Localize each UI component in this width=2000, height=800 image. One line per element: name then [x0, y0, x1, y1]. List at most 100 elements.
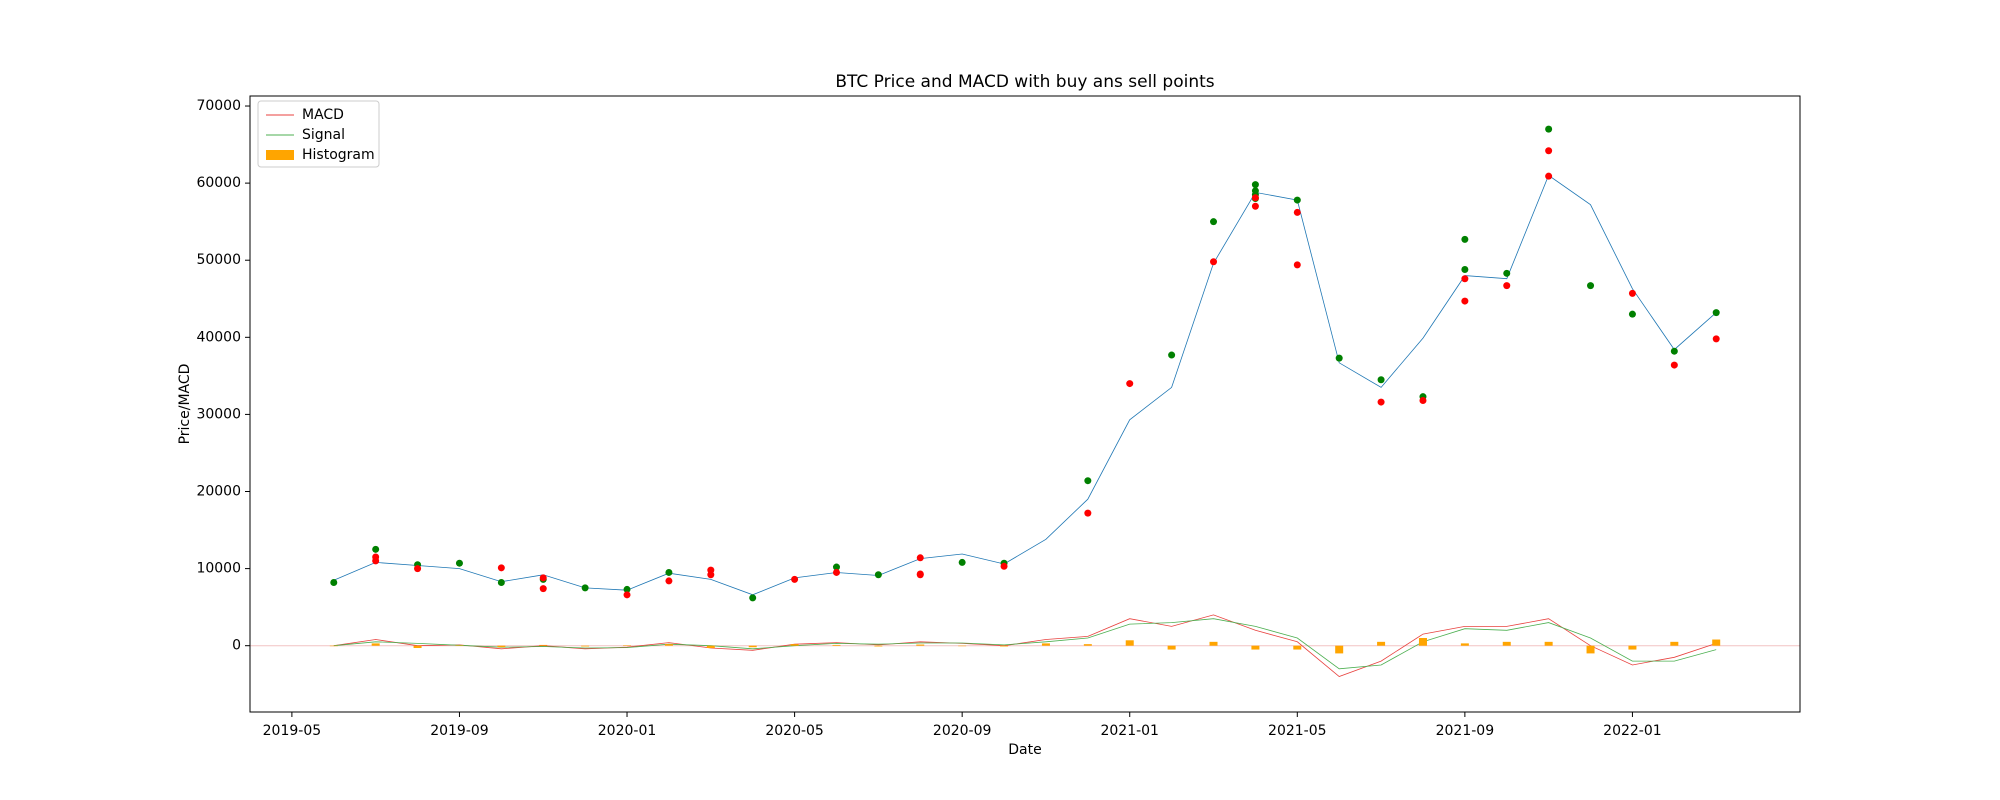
- buy-point: [581, 584, 589, 592]
- histogram-bar: [413, 645, 422, 649]
- buy-point: [1084, 477, 1092, 485]
- buy-point: [1670, 347, 1678, 355]
- sell-point: [1377, 398, 1385, 406]
- sell-point: [916, 570, 924, 578]
- legend-label: MACD: [302, 107, 344, 123]
- histogram-bar: [497, 645, 506, 648]
- buy-point: [665, 568, 673, 576]
- y-tick-label: 50000: [196, 252, 241, 268]
- x-tick-label: 2019-09: [430, 723, 489, 739]
- buy-point: [623, 585, 631, 593]
- x-tick-label: 2020-05: [765, 723, 824, 739]
- x-tick-label: 2019-05: [263, 723, 322, 739]
- buy-point: [832, 563, 840, 571]
- y-tick-label: 40000: [196, 329, 241, 345]
- x-axis-label: Date: [1008, 742, 1041, 758]
- sell-point: [1000, 562, 1008, 570]
- histogram-bar: [329, 645, 338, 647]
- legend-label: Signal: [302, 127, 345, 143]
- y-tick-label: 10000: [196, 561, 241, 577]
- sell-point: [1461, 275, 1469, 283]
- x-tick-label: 2022-01: [1603, 723, 1662, 739]
- histogram-bar: [958, 645, 967, 647]
- sell-point: [1545, 172, 1553, 180]
- buy-point: [1461, 235, 1469, 243]
- histogram-bar: [455, 645, 464, 646]
- buy-point: [330, 578, 338, 586]
- x-tick-label: 2021-01: [1100, 723, 1159, 739]
- sell-point: [1545, 147, 1553, 155]
- y-tick-label: 20000: [196, 484, 241, 500]
- sell-point: [1251, 202, 1259, 210]
- x-tick-label: 2020-09: [933, 723, 992, 739]
- x-tick-label: 2021-09: [1436, 723, 1495, 739]
- histogram-bar: [874, 645, 883, 647]
- histogram-bar: [1293, 645, 1302, 650]
- histogram-bar: [1502, 641, 1511, 646]
- histogram-bar: [1041, 643, 1050, 646]
- sell-point: [1419, 397, 1427, 405]
- plot-frame: [249, 95, 1801, 713]
- histogram-bar: [790, 644, 799, 646]
- legend-swatch: [266, 150, 294, 160]
- buy-point: [1461, 265, 1469, 273]
- sell-point: [1461, 297, 1469, 305]
- histogram-bar: [581, 645, 590, 647]
- histogram-bar: [832, 644, 841, 646]
- sell-point: [1293, 208, 1301, 216]
- sell-point: [916, 554, 924, 562]
- y-tick-label: 0: [232, 638, 241, 654]
- sell-point: [1084, 509, 1092, 517]
- histogram-bar: [1418, 637, 1427, 646]
- buy-point: [1377, 376, 1385, 384]
- sell-point: [1126, 380, 1134, 388]
- histogram-bar: [1000, 645, 1009, 647]
- price-line: [333, 174, 1717, 596]
- sell-point: [665, 577, 673, 585]
- sell-point: [832, 568, 840, 576]
- histogram-bar: [1125, 640, 1134, 646]
- buy-point: [1168, 351, 1176, 359]
- histogram-bar: [1083, 644, 1092, 646]
- buy-point: [455, 559, 463, 567]
- y-tick-label: 60000: [196, 175, 241, 191]
- sell-point: [1293, 261, 1301, 269]
- sell-point: [623, 591, 631, 599]
- histogram-bar: [916, 644, 925, 646]
- sell-point: [1503, 282, 1511, 290]
- series-line: [333, 618, 1717, 670]
- y-tick-label: 70000: [196, 98, 241, 114]
- buy-point: [1545, 125, 1553, 133]
- sell-point: [1670, 361, 1678, 369]
- buy-point: [1251, 181, 1259, 189]
- y-axis-label: Price/MACD: [177, 364, 193, 445]
- sell-point: [1712, 335, 1720, 343]
- buy-point: [1210, 218, 1218, 226]
- histogram-bar: [1586, 645, 1595, 654]
- histogram-bar: [748, 645, 757, 648]
- buy-point: [1712, 309, 1720, 317]
- histogram-bar: [1251, 645, 1260, 650]
- sell-point: [497, 564, 505, 572]
- histogram-bar: [1544, 641, 1553, 646]
- histogram-bar: [539, 644, 548, 646]
- sell-point: [1628, 289, 1636, 297]
- legend-label: Histogram: [302, 147, 375, 163]
- sell-point: [707, 566, 715, 574]
- x-tick-label: 2021-05: [1268, 723, 1327, 739]
- histogram-bar: [371, 643, 380, 646]
- histogram-bar: [1670, 641, 1679, 646]
- histogram-bar: [1167, 645, 1176, 650]
- sell-point: [539, 585, 547, 593]
- buy-point: [1293, 196, 1301, 204]
- buy-point: [874, 571, 882, 579]
- histogram-bar: [706, 645, 715, 649]
- chart-title: BTC Price and MACD with buy ans sell poi…: [835, 72, 1214, 92]
- histogram-bar: [1460, 643, 1469, 646]
- buy-point: [1503, 269, 1511, 277]
- histogram-bar: [664, 644, 673, 646]
- buy-point: [749, 594, 757, 602]
- y-tick-label: 30000: [196, 406, 241, 422]
- sell-point: [791, 575, 799, 583]
